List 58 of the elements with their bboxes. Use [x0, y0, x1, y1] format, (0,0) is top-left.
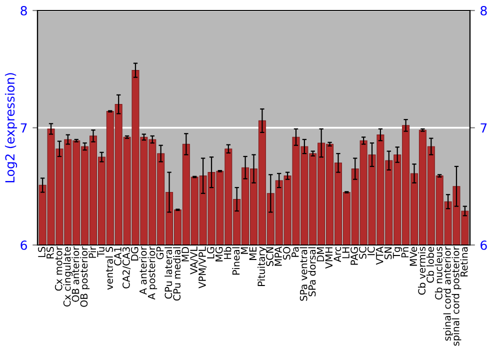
x-tick-label: A posterior: [148, 246, 158, 300]
x-tick-label: M: [240, 247, 248, 254]
x-tick-label: MG: [215, 247, 223, 262]
x-tick-label: SO: [283, 246, 290, 260]
x-tick-label: spinal cord posterior: [452, 246, 462, 346]
y-tick-label: 7: [20, 123, 27, 132]
x-tick-label: A anterior: [139, 246, 147, 295]
x-tick-label: OB posterior: [80, 246, 90, 307]
x-tick-label: Pn: [401, 247, 408, 258]
x-tick-label: SPa dorsal: [308, 247, 316, 296]
x-tick-label: VPM/VPL: [198, 246, 207, 288]
x-tick-label: SCN: [266, 247, 274, 266]
x-tick-label: CA1: [114, 247, 122, 266]
x-tick-label: SC: [359, 246, 366, 259]
x-tick-label: Cx motor: [54, 246, 62, 291]
x-tick-label: SN: [384, 247, 392, 260]
x-tick-label: Pir: [88, 246, 96, 258]
x-tick-label: Cx cingulate: [63, 246, 73, 306]
x-tick-label: Tg: [392, 247, 402, 259]
x-tick-label: RS: [46, 246, 54, 258]
y2-tick-label: 7: [480, 123, 487, 132]
x-tick-label: Cb vermis: [418, 246, 426, 295]
x-tick-label: LG: [206, 247, 214, 258]
x-tick-label: SPa ventral: [300, 247, 308, 301]
x-tick-label: Cb lobe: [426, 246, 434, 283]
x-tick-label: ventral S: [105, 246, 113, 290]
x-tick-label: MVe: [410, 246, 418, 266]
x-tick-label: IC: [367, 246, 375, 256]
x-tick-label: Retina: [460, 247, 468, 276]
x-tick-label: MD: [182, 246, 189, 262]
x-tick-label: Tu: [97, 247, 105, 258]
x-tick-label: OB anterior: [72, 246, 80, 302]
x-tick-label: PAG: [350, 247, 358, 265]
x-tick-label: Pituitary: [257, 246, 267, 286]
x-tick-label: GP: [156, 246, 164, 260]
y-tick-label: 8: [20, 6, 27, 16]
x-tick-label: CPu lateral: [164, 247, 172, 299]
x-tick-label: LH: [342, 247, 350, 258]
x-tick-label: CPu medial: [173, 247, 181, 301]
x-tick-label: DM: [316, 247, 324, 262]
x-tick-label: Pa: [292, 247, 299, 257]
y2-tick-label: 6: [480, 240, 487, 250]
x-tick-label: Pineal: [232, 247, 240, 275]
x-tick-label: Cb nucleus: [434, 246, 442, 300]
x-tick-label: LS: [38, 246, 46, 258]
x-tick-label: Arc: [334, 246, 342, 262]
y-tick-label: 6: [20, 240, 27, 250]
x-tick-label: VA/VL: [190, 246, 198, 274]
x-tick-label: spinal cord anterior: [443, 246, 453, 341]
x-tick-label: VMH: [325, 247, 332, 269]
x-tick-label: ME: [249, 247, 256, 260]
x-tick-label: CA2/CA3: [122, 247, 131, 288]
x-tick-label: VTA: [376, 246, 384, 265]
y2-tick-label: 8: [480, 6, 487, 16]
x-tick-label: Hb: [224, 246, 232, 259]
y-axis-title: Log2 (expression): [4, 73, 18, 182]
x-tick-label: DG: [130, 247, 138, 260]
x-tick-label: MPA: [274, 246, 282, 266]
